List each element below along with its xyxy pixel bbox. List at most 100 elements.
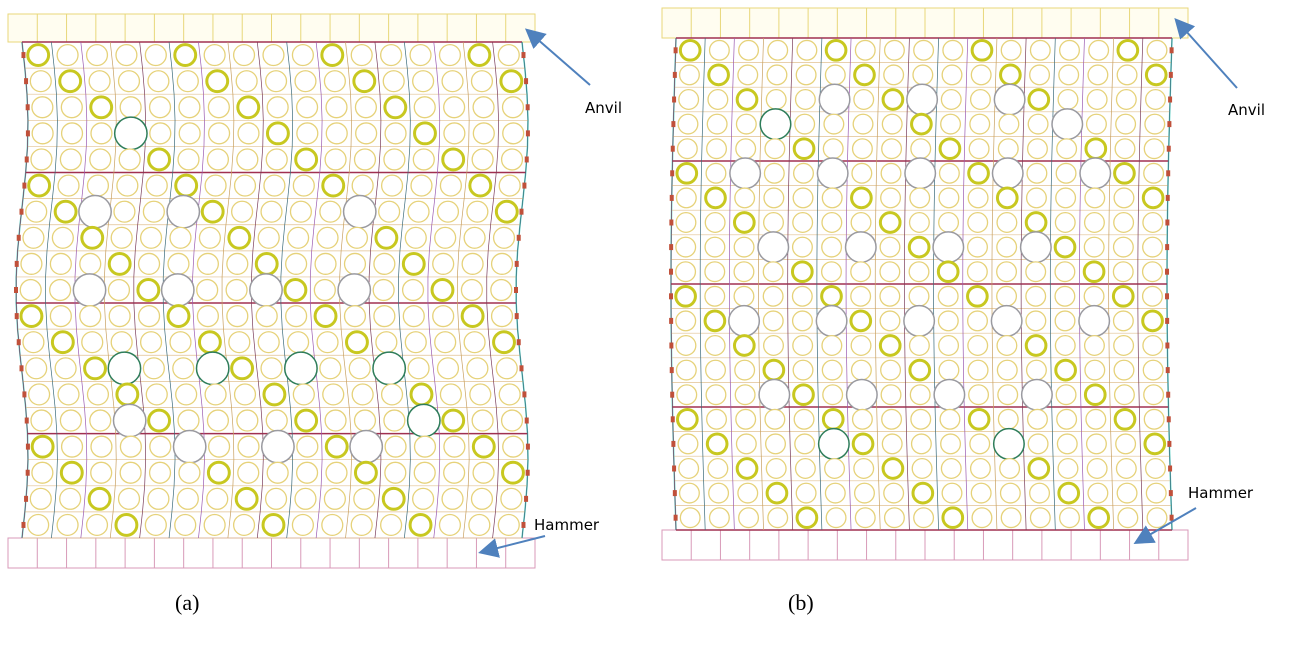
cell-tube [792,286,812,306]
cell-tube [170,227,191,248]
cell-tube [238,462,259,483]
cell-tube [1143,213,1163,233]
cell-tube [1026,336,1046,356]
cell-tube [1055,311,1075,331]
cell-tube [971,65,991,85]
cell-tube [883,459,903,479]
cell-tube [1114,336,1134,356]
cell-tube [765,409,785,429]
cell-tube [1085,385,1105,405]
cell-tube [414,97,435,118]
cell-tube [816,306,847,337]
edge-node [669,220,673,226]
cell-tube [763,286,783,306]
edge-node [15,261,19,267]
cell-tube [676,360,696,380]
cell-tube [50,280,71,301]
edge-node [669,244,673,250]
cell-tube [266,488,287,509]
cell-tube [851,286,871,306]
cell-tube [997,237,1017,257]
cell-tube [374,253,395,274]
cell-tube [146,175,167,196]
cell-tube [735,385,755,405]
cell-tube [473,462,494,483]
cell-tube [736,139,756,159]
cell-tube [413,488,434,509]
cell-tube [52,332,73,353]
cell-tube [119,488,140,509]
cell-tube [148,488,169,509]
cell-tube [826,40,846,60]
cell-tube [197,280,218,301]
cell-tube [971,459,991,479]
cell-tube [1115,409,1135,429]
cell-tube [796,65,816,85]
cell-tube [350,430,382,462]
edge-node [24,78,28,84]
cell-tube [1145,434,1165,454]
cell-tube [119,149,140,170]
edge-node [522,183,526,189]
cell-tube [415,436,436,457]
cell-tube [170,332,191,353]
cell-tube [1028,139,1048,159]
cell-tube [855,508,875,528]
cell-tube [176,384,197,405]
cell-tube [91,462,112,483]
cell-tube [968,311,988,331]
cell-tube [1114,360,1134,380]
edge-node [515,261,519,267]
cell-tube [851,311,871,331]
cell-tube [30,71,51,92]
cell-tube [461,280,482,301]
cell-tube [735,188,755,208]
cell-tube [415,123,436,144]
cell-tube [734,213,754,233]
edge-node [1167,146,1171,152]
cell-tube [1147,508,1167,528]
cell-tube [997,213,1017,233]
edge-node [671,146,675,152]
cell-tube [293,175,314,196]
cell-tube [207,410,228,431]
cell-tube [139,253,160,274]
cell-tube [109,306,130,327]
cell-tube [823,139,843,159]
cell-tube [1146,459,1166,479]
cell-tube [32,123,53,144]
cell-tube [80,253,101,274]
cell-tube [23,332,44,353]
cell-tube [709,483,729,503]
cell-tube [179,462,200,483]
cell-tube [494,227,515,248]
edge-node [525,418,529,424]
cell-tube [968,286,988,306]
cell-tube [796,483,816,503]
cell-tube [411,175,432,196]
cell-tube [882,139,902,159]
cell-tube [763,262,783,282]
cell-tube [55,201,76,222]
cell-tube [795,434,815,454]
cell-tube [1085,336,1105,356]
cell-tube [1087,90,1107,110]
cell-tube [296,410,317,431]
cell-tube [492,253,513,274]
caption: (a) [175,590,199,615]
cell-tube [385,436,406,457]
cell-tube [462,253,483,274]
edge-node [521,522,525,528]
cell-tube [261,201,282,222]
edge-node [21,522,25,528]
cell-tube [676,213,696,233]
cell-tube [315,253,336,274]
caption: (b) [788,590,814,615]
cell-tube [60,71,81,92]
cell-tube [326,462,347,483]
cell-tube [173,430,205,462]
cell-tube [680,65,700,85]
cell-tube [1030,65,1050,85]
cell-tube [413,149,434,170]
cell-tube [82,227,103,248]
